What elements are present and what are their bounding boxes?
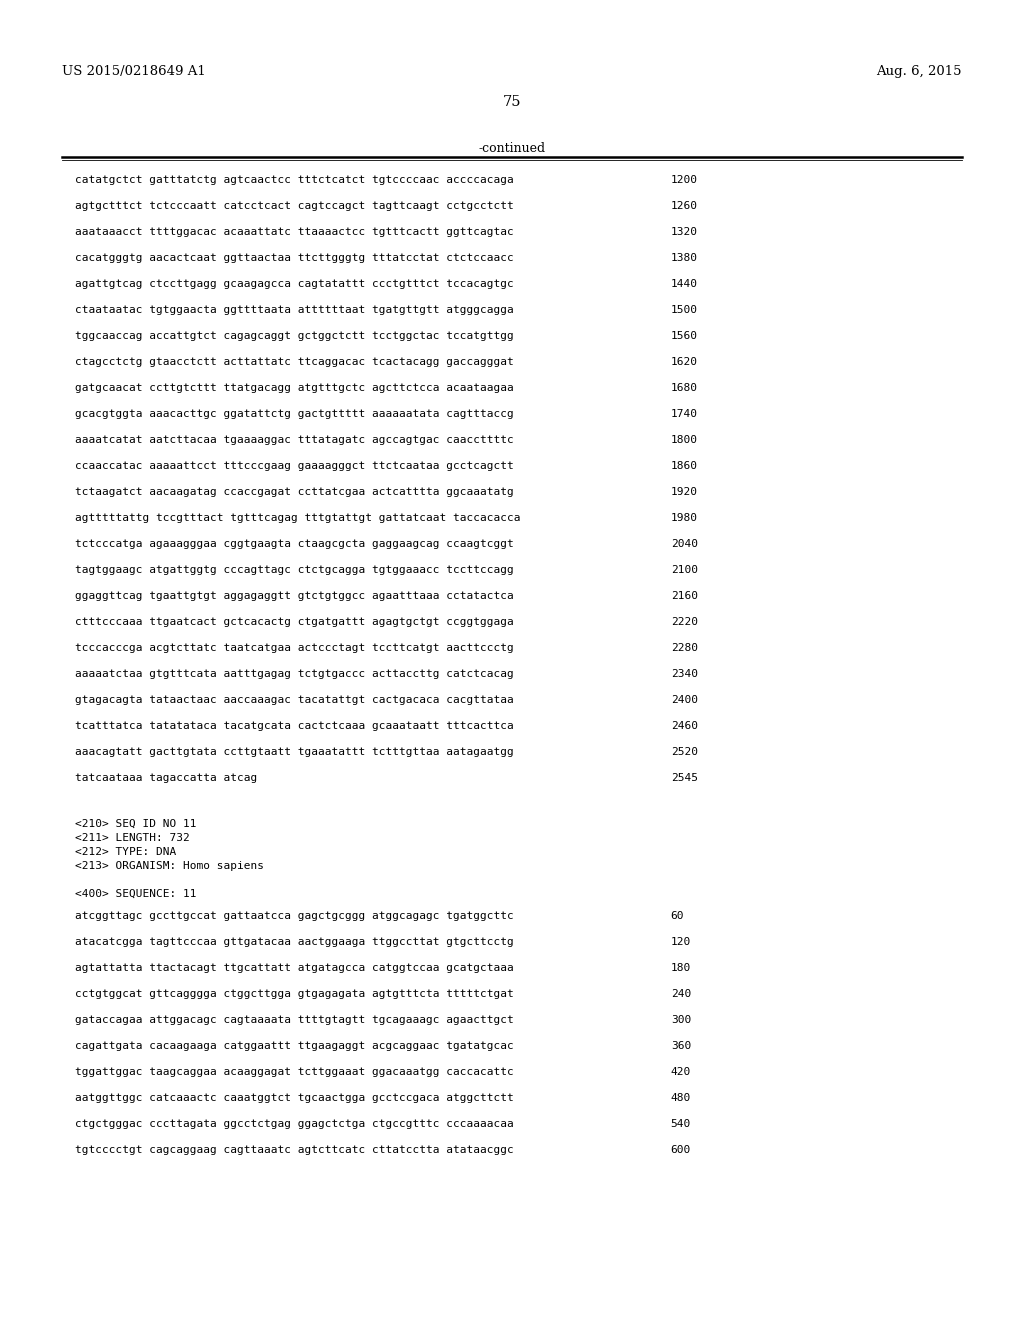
Text: tctaagatct aacaagatag ccaccgagat ccttatcgaa actcatttta ggcaaatatg: tctaagatct aacaagatag ccaccgagat ccttatc… <box>75 487 513 498</box>
Text: tatcaataaa tagaccatta atcag: tatcaataaa tagaccatta atcag <box>75 774 257 783</box>
Text: 1320: 1320 <box>671 227 697 238</box>
Text: <213> ORGANISM: Homo sapiens: <213> ORGANISM: Homo sapiens <box>75 861 264 871</box>
Text: 2545: 2545 <box>671 774 697 783</box>
Text: <210> SEQ ID NO 11: <210> SEQ ID NO 11 <box>75 818 197 829</box>
Text: 480: 480 <box>671 1093 691 1104</box>
Text: 2040: 2040 <box>671 539 697 549</box>
Text: gataccagaa attggacagc cagtaaaata ttttgtagtt tgcagaaagc agaacttgct: gataccagaa attggacagc cagtaaaata ttttgta… <box>75 1015 513 1026</box>
Text: aaacagtatt gacttgtata ccttgtaatt tgaaatattt tctttgttaa aatagaatgg: aaacagtatt gacttgtata ccttgtaatt tgaaata… <box>75 747 513 756</box>
Text: 1680: 1680 <box>671 383 697 393</box>
Text: atacatcgga tagttcccaa gttgatacaa aactggaaga ttggccttat gtgcttcctg: atacatcgga tagttcccaa gttgatacaa aactgga… <box>75 937 513 946</box>
Text: tagtggaagc atgattggtg cccagttagc ctctgcagga tgtggaaacc tccttccagg: tagtggaagc atgattggtg cccagttagc ctctgca… <box>75 565 513 576</box>
Text: <212> TYPE: DNA: <212> TYPE: DNA <box>75 847 176 857</box>
Text: 1800: 1800 <box>671 436 697 445</box>
Text: ccaaccatac aaaaattcct tttcccgaag gaaaagggct ttctcaataa gcctcagctt: ccaaccatac aaaaattcct tttcccgaag gaaaagg… <box>75 461 513 471</box>
Text: 1260: 1260 <box>671 201 697 211</box>
Text: 60: 60 <box>671 911 684 921</box>
Text: 180: 180 <box>671 964 691 973</box>
Text: 360: 360 <box>671 1041 691 1051</box>
Text: agtgctttct tctcccaatt catcctcact cagtccagct tagttcaagt cctgcctctt: agtgctttct tctcccaatt catcctcact cagtcca… <box>75 201 513 211</box>
Text: aatggttggc catcaaactc caaatggtct tgcaactgga gcctccgaca atggcttctt: aatggttggc catcaaactc caaatggtct tgcaact… <box>75 1093 513 1104</box>
Text: gcacgtggta aaacacttgc ggatattctg gactgttttt aaaaaatata cagtttaccg: gcacgtggta aaacacttgc ggatattctg gactgtt… <box>75 409 513 418</box>
Text: 420: 420 <box>671 1067 691 1077</box>
Text: 2400: 2400 <box>671 696 697 705</box>
Text: -continued: -continued <box>478 143 546 154</box>
Text: Aug. 6, 2015: Aug. 6, 2015 <box>877 65 962 78</box>
Text: catatgctct gatttatctg agtcaactcc tttctcatct tgtccccaac accccacaga: catatgctct gatttatctg agtcaactcc tttctca… <box>75 176 513 185</box>
Text: cagattgata cacaagaaga catggaattt ttgaagaggt acgcaggaac tgatatgcac: cagattgata cacaagaaga catggaattt ttgaaga… <box>75 1041 513 1051</box>
Text: agtattatta ttactacagt ttgcattatt atgatagcca catggtccaa gcatgctaaa: agtattatta ttactacagt ttgcattatt atgatag… <box>75 964 513 973</box>
Text: 2460: 2460 <box>671 721 697 731</box>
Text: tctcccatga agaaagggaa cggtgaagta ctaagcgcta gaggaagcag ccaagtcggt: tctcccatga agaaagggaa cggtgaagta ctaagcg… <box>75 539 513 549</box>
Text: ctaataatac tgtggaacta ggttttaata attttttaat tgatgttgtt atgggcagga: ctaataatac tgtggaacta ggttttaata atttttt… <box>75 305 513 315</box>
Text: cctgtggcat gttcagggga ctggcttgga gtgagagata agtgtttcta tttttctgat: cctgtggcat gttcagggga ctggcttgga gtgagag… <box>75 989 513 999</box>
Text: 1620: 1620 <box>671 356 697 367</box>
Text: tcatttatca tatatataca tacatgcata cactctcaaa gcaaataatt tttcacttca: tcatttatca tatatataca tacatgcata cactctc… <box>75 721 513 731</box>
Text: tggcaaccag accattgtct cagagcaggt gctggctctt tcctggctac tccatgttgg: tggcaaccag accattgtct cagagcaggt gctggct… <box>75 331 513 341</box>
Text: aaaatcatat aatcttacaa tgaaaaggac tttatagatc agccagtgac caaccttttc: aaaatcatat aatcttacaa tgaaaaggac tttatag… <box>75 436 513 445</box>
Text: atcggttagc gccttgccat gattaatcca gagctgcggg atggcagagc tgatggcttc: atcggttagc gccttgccat gattaatcca gagctgc… <box>75 911 513 921</box>
Text: 600: 600 <box>671 1144 691 1155</box>
Text: gtagacagta tataactaac aaccaaagac tacatattgt cactgacaca cacgttataa: gtagacagta tataactaac aaccaaagac tacatat… <box>75 696 513 705</box>
Text: 1920: 1920 <box>671 487 697 498</box>
Text: 1560: 1560 <box>671 331 697 341</box>
Text: ggaggttcag tgaattgtgt aggagaggtt gtctgtggcc agaatttaaa cctatactca: ggaggttcag tgaattgtgt aggagaggtt gtctgtg… <box>75 591 513 601</box>
Text: 2280: 2280 <box>671 643 697 653</box>
Text: tggattggac taagcaggaa acaaggagat tcttggaaat ggacaaatgg caccacattc: tggattggac taagcaggaa acaaggagat tcttgga… <box>75 1067 513 1077</box>
Text: ctagcctctg gtaacctctt acttattatc ttcaggacac tcactacagg gaccagggat: ctagcctctg gtaacctctt acttattatc ttcagga… <box>75 356 513 367</box>
Text: US 2015/0218649 A1: US 2015/0218649 A1 <box>62 65 206 78</box>
Text: 240: 240 <box>671 989 691 999</box>
Text: 1740: 1740 <box>671 409 697 418</box>
Text: 2100: 2100 <box>671 565 697 576</box>
Text: 300: 300 <box>671 1015 691 1026</box>
Text: <400> SEQUENCE: 11: <400> SEQUENCE: 11 <box>75 888 197 899</box>
Text: 2340: 2340 <box>671 669 697 678</box>
Text: <211> LENGTH: 732: <211> LENGTH: 732 <box>75 833 189 843</box>
Text: 1860: 1860 <box>671 461 697 471</box>
Text: cacatgggtg aacactcaat ggttaactaa ttcttgggtg tttatcctat ctctccaacc: cacatgggtg aacactcaat ggttaactaa ttcttgg… <box>75 253 513 263</box>
Text: 2520: 2520 <box>671 747 697 756</box>
Text: 75: 75 <box>503 95 521 110</box>
Text: gatgcaacat ccttgtcttt ttatgacagg atgtttgctc agcttctcca acaataagaa: gatgcaacat ccttgtcttt ttatgacagg atgtttg… <box>75 383 513 393</box>
Text: 120: 120 <box>671 937 691 946</box>
Text: 1500: 1500 <box>671 305 697 315</box>
Text: 2220: 2220 <box>671 616 697 627</box>
Text: agattgtcag ctccttgagg gcaagagcca cagtatattt ccctgtttct tccacagtgc: agattgtcag ctccttgagg gcaagagcca cagtata… <box>75 279 513 289</box>
Text: tcccacccga acgtcttatc taatcatgaa actccctagt tccttcatgt aacttccctg: tcccacccga acgtcttatc taatcatgaa actccct… <box>75 643 513 653</box>
Text: tgtcccctgt cagcaggaag cagttaaatc agtcttcatc cttatcctta atataacggc: tgtcccctgt cagcaggaag cagttaaatc agtcttc… <box>75 1144 513 1155</box>
Text: agtttttattg tccgtttact tgtttcagag tttgtattgt gattatcaat taccacacca: agtttttattg tccgtttact tgtttcagag tttgta… <box>75 513 520 523</box>
Text: 1440: 1440 <box>671 279 697 289</box>
Text: 540: 540 <box>671 1119 691 1129</box>
Text: aaaaatctaa gtgtttcata aatttgagag tctgtgaccc acttaccttg catctcacag: aaaaatctaa gtgtttcata aatttgagag tctgtga… <box>75 669 513 678</box>
Text: 1980: 1980 <box>671 513 697 523</box>
Text: ctgctgggac cccttagata ggcctctgag ggagctctga ctgccgtttc cccaaaacaa: ctgctgggac cccttagata ggcctctgag ggagctc… <box>75 1119 513 1129</box>
Text: 1380: 1380 <box>671 253 697 263</box>
Text: 1200: 1200 <box>671 176 697 185</box>
Text: ctttcccaaa ttgaatcact gctcacactg ctgatgattt agagtgctgt ccggtggaga: ctttcccaaa ttgaatcact gctcacactg ctgatga… <box>75 616 513 627</box>
Text: 2160: 2160 <box>671 591 697 601</box>
Text: aaataaacct ttttggacac acaaattatc ttaaaactcc tgtttcactt ggttcagtac: aaataaacct ttttggacac acaaattatc ttaaaac… <box>75 227 513 238</box>
